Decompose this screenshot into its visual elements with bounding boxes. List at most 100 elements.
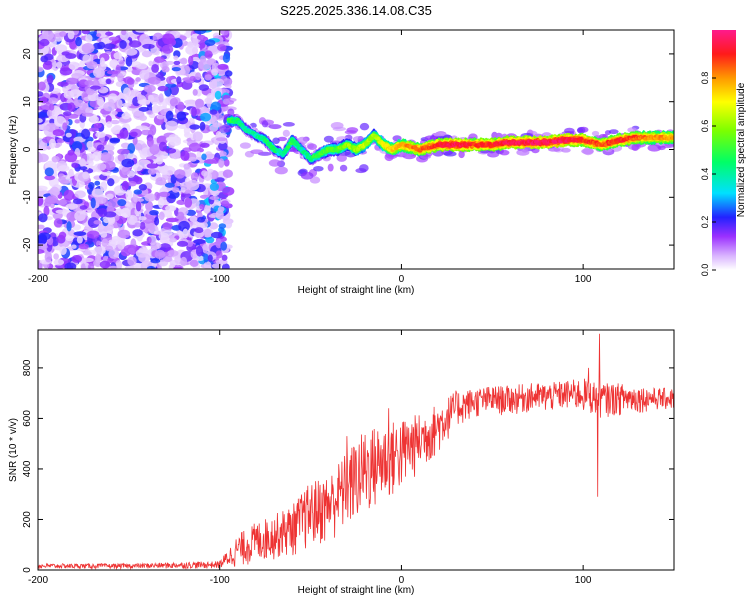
noise-cell: [136, 63, 148, 70]
noise-cell: [185, 45, 198, 56]
noise-cell: [105, 78, 112, 85]
noise-cell: [72, 198, 83, 205]
noise-cell: [58, 176, 67, 184]
noise-cell: [164, 205, 177, 212]
noise-cell: [53, 218, 63, 228]
noise-cell: [209, 182, 219, 191]
noise-cell: [38, 243, 48, 251]
snr-y-ticks: 0 200 400 600 800: [22, 359, 674, 573]
noise-cell: [215, 238, 222, 249]
noise-cell: [191, 106, 197, 118]
noise-cell: [161, 66, 170, 73]
noise-cell: [224, 70, 233, 77]
halo-cell: [272, 137, 280, 145]
x-tick-label: 0: [399, 575, 405, 586]
noise-cell: [220, 241, 228, 251]
noise-cell: [39, 38, 50, 47]
noise-cell: [110, 119, 120, 125]
noise-cell: [115, 259, 123, 269]
noise-cell: [189, 215, 198, 223]
noise-cell: [100, 231, 108, 238]
noise-cell: [59, 246, 67, 255]
noise-cell: [215, 250, 223, 259]
noise-cell: [147, 168, 157, 175]
noise-cell: [161, 44, 174, 54]
noise-cell: [70, 244, 77, 249]
noise-cell: [121, 180, 129, 191]
noise-cell: [211, 263, 222, 269]
noise-cell: [203, 171, 213, 181]
noise-cell: [176, 111, 187, 121]
noise-cell: [158, 191, 171, 198]
noise-cell: [90, 85, 101, 90]
snr-y-label: SNR (10 * v/v): [8, 418, 19, 482]
noise-cell: [209, 124, 219, 132]
x-tick-label: 100: [575, 575, 592, 586]
colorbar-label: Normalized spectral amplitude: [736, 82, 747, 217]
halo-cell: [647, 144, 662, 152]
x-tick-label: -200: [28, 575, 48, 586]
halo-cell: [219, 125, 226, 130]
noise-cell: [145, 200, 154, 212]
halo-cell: [359, 122, 370, 131]
noise-cell: [69, 89, 82, 98]
noise-cell: [200, 112, 212, 122]
halo-cell: [443, 151, 457, 157]
noise-cell: [133, 110, 145, 120]
noise-cell: [126, 66, 133, 73]
noise-cell: [99, 152, 112, 163]
snr-frame: [37, 329, 675, 571]
noise-cell: [158, 141, 167, 152]
noise-cell: [94, 180, 101, 186]
noise-cell: [157, 85, 169, 92]
noise-cell: [86, 87, 95, 96]
noise-cell: [211, 68, 219, 76]
noise-cell: [43, 125, 50, 131]
noise-cell: [203, 205, 211, 214]
noise-cell: [49, 103, 55, 111]
noise-cell: [86, 140, 94, 149]
y-tick-label: 10: [22, 96, 33, 108]
noise-cell: [169, 139, 181, 147]
noise-cell: [58, 231, 67, 239]
noise-cell: [67, 30, 75, 40]
spectrogram-content: [38, 30, 674, 269]
noise-cell: [86, 230, 100, 239]
noise-cell: [95, 208, 106, 215]
noise-cell: [80, 257, 94, 263]
noise-cell: [68, 61, 79, 71]
noise-cell: [186, 241, 193, 247]
noise-cell: [93, 220, 102, 225]
noise-cell: [165, 110, 174, 121]
noise-cell: [158, 93, 164, 103]
noise-cell: [71, 255, 83, 263]
noise-cell: [169, 237, 177, 243]
y-tick-label: 20: [22, 48, 33, 60]
ridge-cell: [298, 146, 304, 151]
noise-cell: [38, 224, 45, 230]
noise-cell: [209, 222, 219, 230]
noise-cell: [218, 223, 227, 229]
noise-cell: [56, 199, 68, 206]
noise-cell: [176, 240, 189, 247]
noise-cell: [165, 217, 179, 223]
noise-cell: [96, 96, 104, 107]
halo-cell: [215, 137, 228, 142]
noise-cell: [65, 77, 79, 85]
noise-cell: [71, 141, 83, 152]
noise-cell: [64, 262, 77, 269]
ridge-cell: [393, 146, 399, 151]
noise-cell: [154, 191, 160, 201]
noise-cell: [103, 101, 116, 112]
noise-cell: [182, 228, 189, 239]
noise-cell: [184, 197, 193, 208]
noise-cell: [87, 263, 95, 269]
noise-cell: [63, 189, 75, 201]
noise-cell: [96, 33, 102, 38]
noise-cell: [123, 87, 132, 98]
noise-cell: [157, 115, 165, 120]
x-tick-label: 0: [399, 274, 405, 285]
noise-cell: [108, 36, 119, 41]
noise-cell: [103, 211, 117, 218]
